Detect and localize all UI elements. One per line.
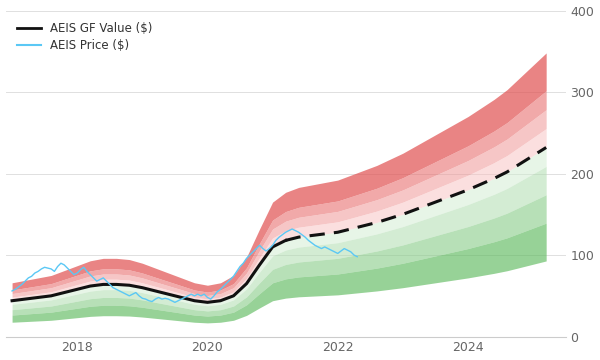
Legend: AEIS GF Value ($), AEIS Price ($): AEIS GF Value ($), AEIS Price ($)	[11, 17, 158, 58]
